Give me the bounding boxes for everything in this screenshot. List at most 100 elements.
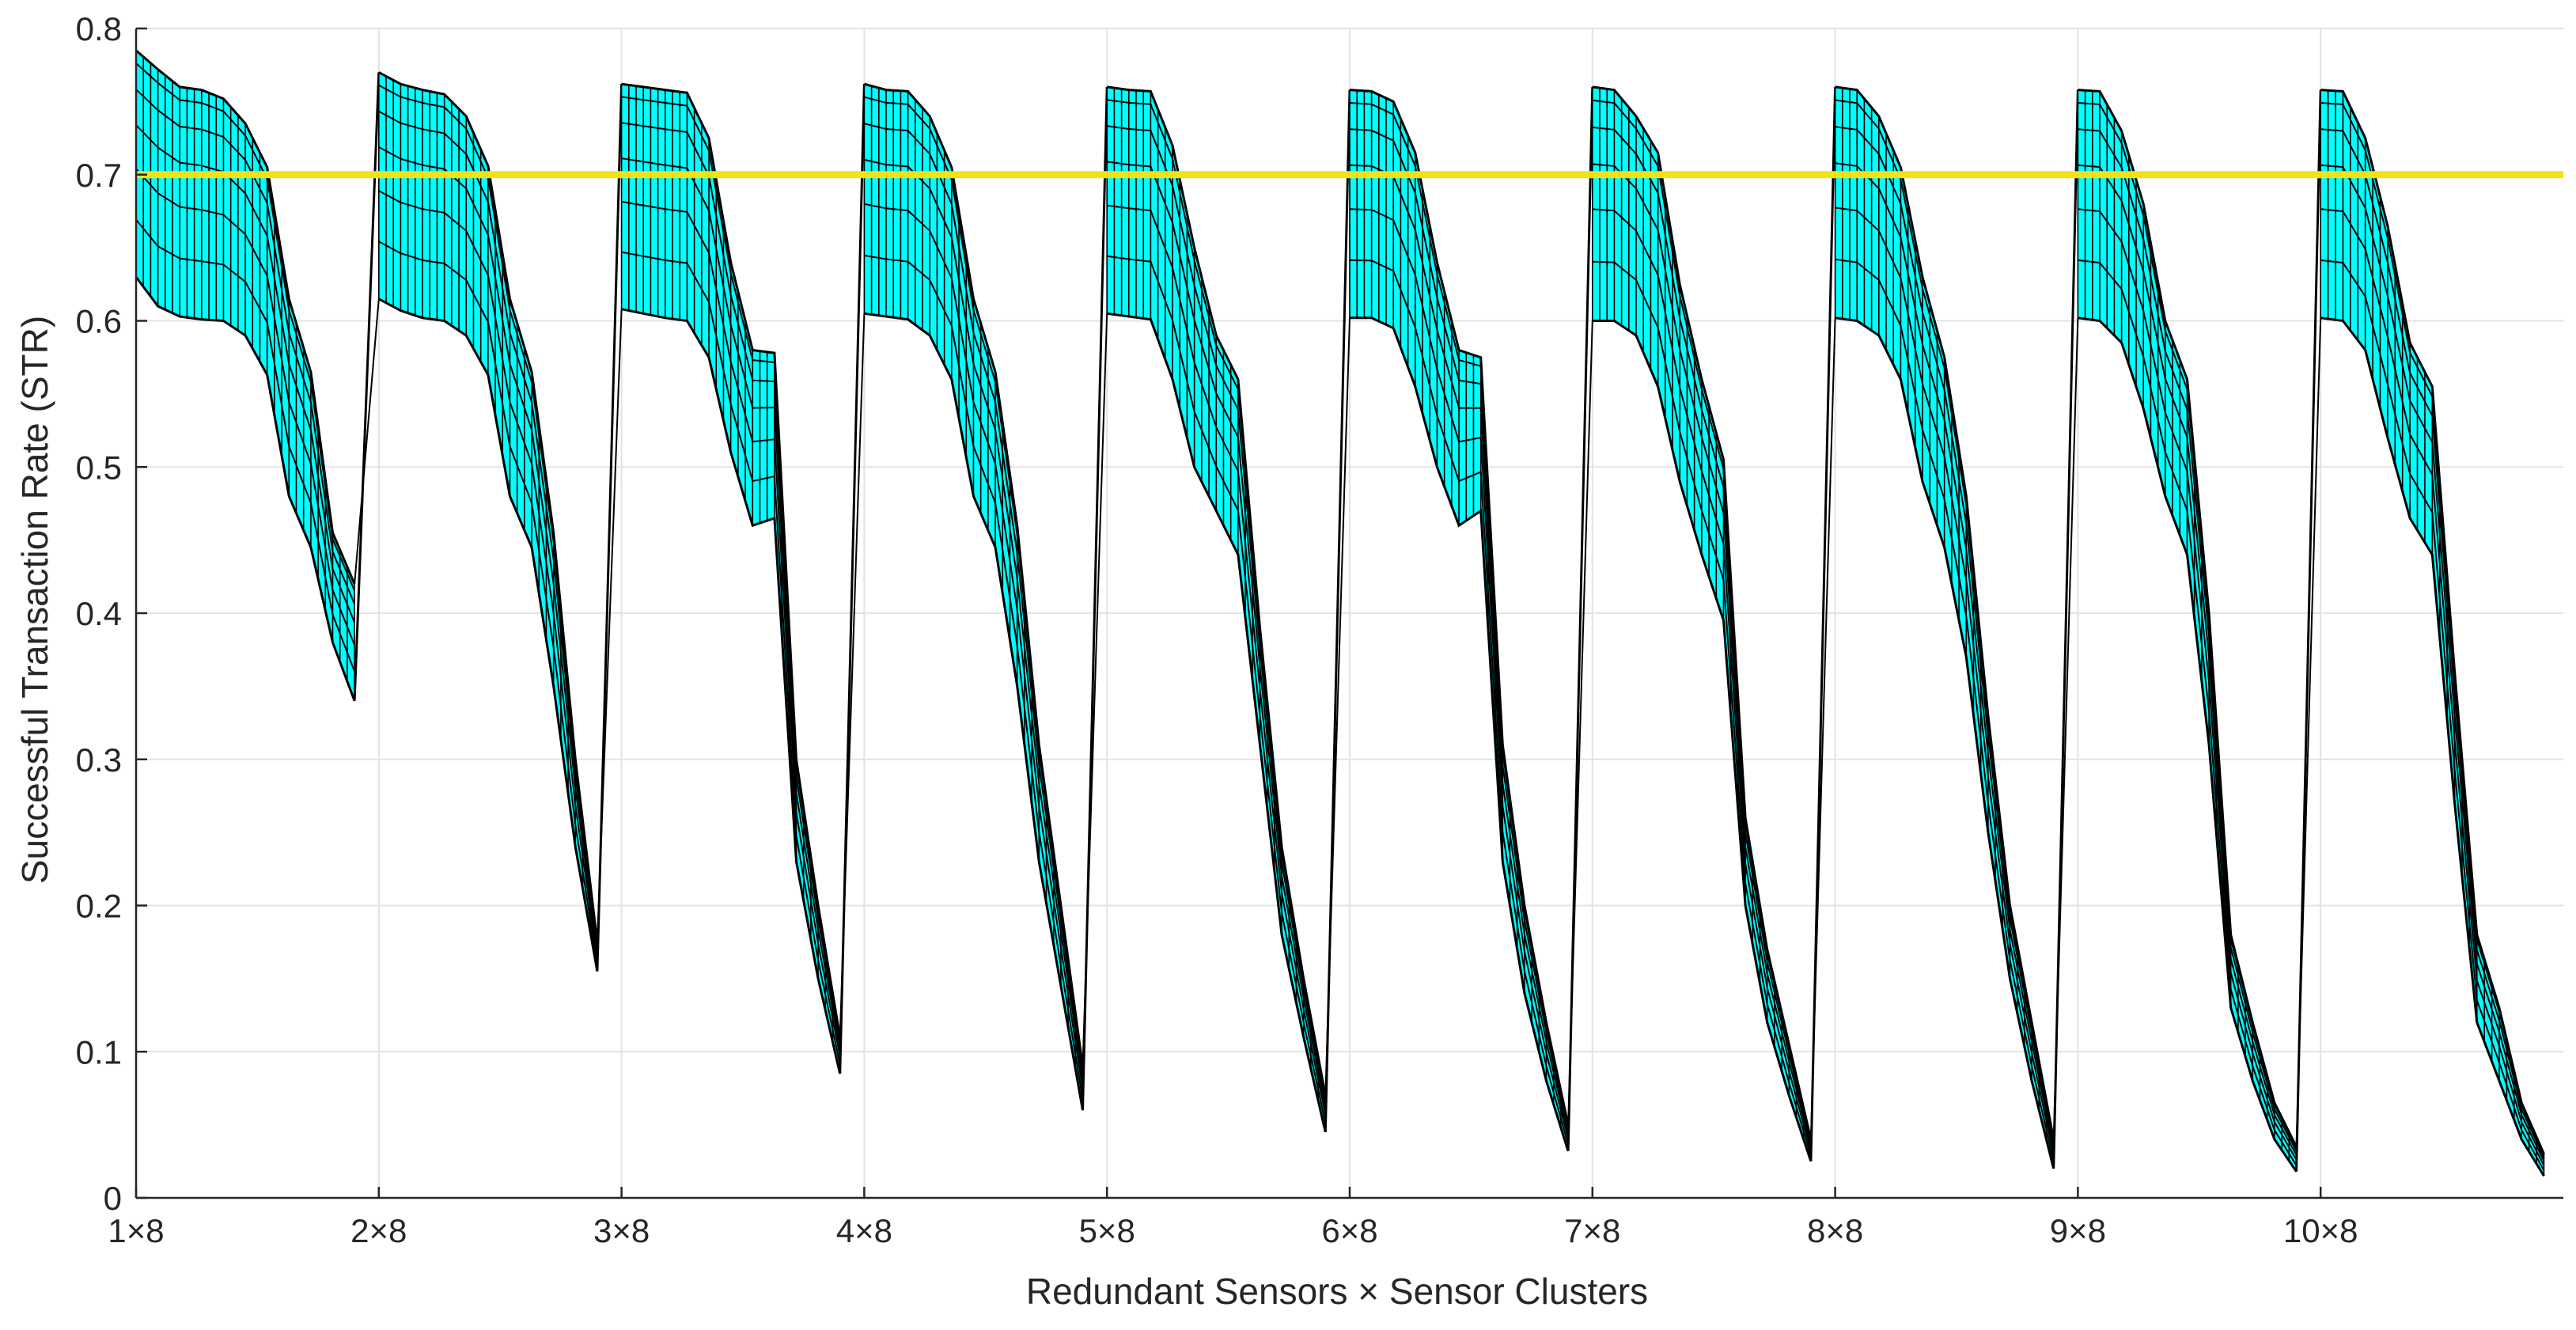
y-tick-label: 0.4: [76, 595, 122, 632]
series-lower-edge: [2078, 316, 2298, 1173]
surface-group-4: [863, 82, 1108, 1111]
x-tick-label: 10×8: [2283, 1212, 2358, 1249]
surface-group-2: [377, 71, 623, 972]
series-isoline: [864, 96, 1084, 1070]
surface-fill: [136, 50, 355, 701]
series-isoline: [1349, 208, 1570, 1139]
surface-fill: [378, 72, 597, 972]
surface-group-3: [620, 82, 866, 1074]
x-tick-label: 6×8: [1321, 1212, 1377, 1249]
series-connector: [2052, 317, 2079, 1140]
series-connector: [1082, 313, 1108, 1067]
series-isoline: [378, 110, 598, 948]
surface-fill: [2320, 89, 2544, 1177]
series-isoline: [621, 251, 841, 1065]
series-connector: [1809, 317, 1836, 1140]
series-isoline: [1835, 258, 2055, 1161]
y-tick-label: 0.7: [76, 157, 122, 194]
x-tick-label: 3×8: [593, 1212, 650, 1249]
x-tick-label: 8×8: [1807, 1212, 1863, 1249]
series-lower-edge: [1592, 320, 1813, 1162]
series-upper-edge: [864, 82, 1084, 1067]
y-tick-label: 0.2: [76, 888, 122, 925]
surface-group-6: [1349, 86, 1594, 1152]
y-tick-label: 0.6: [76, 303, 122, 340]
series-isoline: [2078, 164, 2298, 1156]
y-axis-label: Successful Transaction Rate (STR): [14, 316, 55, 884]
series-isoline: [621, 96, 841, 1040]
series-lower-edge: [864, 312, 1084, 1111]
series-isoline: [378, 146, 598, 953]
series-connector: [596, 309, 623, 942]
surface-group-9: [2077, 89, 2322, 1173]
series-connector: [354, 298, 380, 585]
series-upper-edge: [1592, 85, 1813, 1140]
x-tick-label: 9×8: [2050, 1212, 2106, 1249]
series-upper-edge: [1349, 89, 1570, 1125]
series-isoline: [2078, 102, 2298, 1149]
y-tick-label: 0.1: [76, 1033, 122, 1070]
ticks-layer: 0 0.1 0.2 0.3 0.4 0.5 0.6 0.7 0.8 1×8 2×8 3×8 4×8 5×8…: [76, 10, 2358, 1249]
series-isoline: [2078, 128, 2298, 1152]
series-connector: [2295, 317, 2322, 1147]
surface-fill: [2078, 89, 2297, 1172]
x-tick-label: 4×8: [836, 1212, 892, 1249]
series-isoline: [621, 200, 841, 1057]
series-upper-edge: [135, 49, 356, 585]
series-isoline: [1592, 163, 1812, 1147]
series-isoline: [1349, 102, 1570, 1127]
surface-group-10: [2320, 89, 2545, 1177]
series-connector: [1324, 317, 1351, 1096]
series-isoline: [378, 190, 598, 958]
series-isoline: [1107, 255, 1327, 1123]
series-isoline: [1835, 162, 2055, 1150]
y-tick-label: 0: [104, 1180, 122, 1217]
x-tick-label: 1×8: [108, 1212, 164, 1249]
y-tick-label: 0.5: [76, 449, 122, 486]
series-isoline: [135, 124, 356, 623]
series-isoline: [135, 89, 356, 604]
series-lower-edge: [1835, 316, 2055, 1169]
series-isoline: [2320, 259, 2545, 1171]
series-isoline: [1835, 99, 2055, 1142]
series-lower-edge: [1107, 312, 1327, 1133]
surface-group-8: [1834, 85, 2079, 1169]
y-tick-label: 0.3: [76, 741, 122, 779]
surface-group-5: [1106, 85, 1351, 1133]
series-isoline: [1107, 204, 1327, 1116]
series-isoline: [2320, 164, 2545, 1162]
series-isoline: [135, 218, 356, 672]
series-isoline: [1107, 99, 1327, 1098]
series-isoline: [1592, 208, 1812, 1151]
series-isoline: [621, 157, 841, 1050]
series-isoline: [621, 122, 841, 1044]
series-isoline: [864, 203, 1084, 1089]
y-tick-label: 0.8: [76, 10, 122, 47]
series-isoline: [2078, 208, 2298, 1161]
series-connector: [839, 313, 866, 1037]
series-isoline: [1592, 260, 1812, 1157]
series-lower-edge: [378, 297, 599, 972]
series-isoline: [1592, 99, 1812, 1141]
series-isoline: [378, 241, 598, 964]
series-isoline: [1107, 161, 1327, 1108]
surface-layer: [134, 49, 2545, 1177]
series-isoline: [135, 63, 356, 591]
series-isoline: [2320, 208, 2545, 1166]
series-isoline: [864, 158, 1084, 1082]
series-lower-edge: [621, 308, 842, 1074]
series-isoline: [135, 168, 356, 646]
series-isoline: [864, 254, 1084, 1100]
x-tick-label: 2×8: [350, 1212, 407, 1249]
series-isoline: [2320, 128, 2545, 1158]
series-isoline: [2078, 259, 2298, 1166]
x-tick-label: 7×8: [1564, 1212, 1620, 1249]
series-isoline: [1835, 207, 2055, 1155]
series-isoline: [1835, 126, 2055, 1145]
series-lower-edge: [134, 276, 356, 702]
series-isoline: [1349, 128, 1570, 1130]
series-lower-edge: [2320, 316, 2545, 1177]
series-isoline: [1107, 125, 1327, 1102]
